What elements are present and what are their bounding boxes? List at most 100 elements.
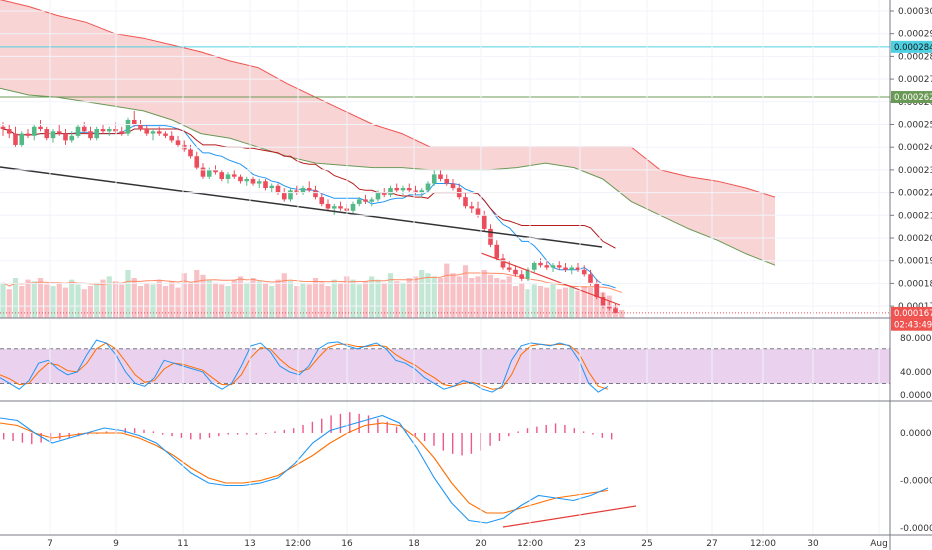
volume-bar <box>431 276 437 318</box>
candle-body <box>544 265 550 268</box>
volume-bar <box>525 289 531 318</box>
macd-histogram-bar <box>3 433 5 440</box>
candle-body <box>19 133 25 145</box>
volume-bar <box>244 282 250 318</box>
x-axis-label: 27 <box>706 539 717 549</box>
volume-bar <box>444 263 450 318</box>
macd-histogram-bar <box>143 429 145 433</box>
stochastic-pane <box>0 339 890 393</box>
price-tick-label: 0.0003000 <box>898 7 932 17</box>
candle-body <box>263 181 268 189</box>
candle-body <box>31 126 37 136</box>
volume-bar <box>469 278 475 318</box>
candle-body <box>256 181 262 184</box>
macd-histogram-bar <box>218 433 220 437</box>
stoch-tick-label: 0.0000 <box>900 391 932 401</box>
candle-body <box>400 188 406 191</box>
volume-bar <box>419 270 425 318</box>
stoch-tick-label: 80.0000 <box>900 334 932 344</box>
x-axis-label: 25 <box>641 539 652 549</box>
volume-bar <box>475 276 481 318</box>
candle-body <box>219 172 225 179</box>
volume-bar <box>575 290 581 318</box>
volume-bar <box>356 284 362 318</box>
x-axis-label: 11 <box>177 539 188 549</box>
candle-body <box>175 140 181 145</box>
candle-body <box>388 188 393 195</box>
volume-bar <box>56 282 62 318</box>
price-tick-label: 0.0002500 <box>898 121 932 131</box>
senkou-span-a <box>0 0 776 198</box>
candle-body <box>475 208 481 216</box>
candle-body <box>150 131 156 134</box>
candle-body <box>563 267 568 270</box>
candle-body <box>606 306 612 309</box>
candle-body <box>525 269 531 279</box>
base-line <box>2 128 616 249</box>
volume-bar <box>412 276 419 318</box>
volume-bar <box>200 274 206 318</box>
volume-bar <box>6 289 12 318</box>
volume-bar <box>450 273 456 318</box>
candle-body <box>13 133 18 145</box>
x-axis-label: 20 <box>475 539 487 549</box>
volume-bar <box>87 286 94 318</box>
candle-body <box>94 129 100 139</box>
volume-bar <box>50 286 56 318</box>
volume-bar <box>406 278 412 318</box>
volume-bar <box>500 279 506 318</box>
macd-histogram-bar <box>611 433 613 440</box>
candle-body <box>294 190 300 193</box>
volume-bar <box>144 282 150 318</box>
volume-bar <box>62 287 69 318</box>
volume-bar <box>206 279 212 318</box>
candle-body <box>488 228 493 245</box>
candle-body <box>225 174 231 179</box>
x-axis-label: 12:00 <box>285 539 311 549</box>
candle-body <box>281 192 287 200</box>
macd-histogram-bar <box>601 433 604 438</box>
macd-histogram-bar <box>321 418 323 433</box>
volume-bar <box>519 282 525 318</box>
candle-body <box>119 131 125 134</box>
macd-histogram-bar <box>105 431 108 433</box>
volume-bar <box>556 289 562 318</box>
candle-body <box>338 206 343 209</box>
candle-body <box>413 190 418 193</box>
candle-body <box>56 131 62 134</box>
candle-body <box>613 308 618 313</box>
macd-tick-label: -0.0000 <box>900 524 932 534</box>
macd-histogram-bar <box>573 428 575 433</box>
macd-histogram-bar <box>489 433 491 446</box>
candle-body <box>394 188 400 191</box>
volume-bar <box>175 287 181 318</box>
volume-bar <box>150 284 156 318</box>
senkou-span-b <box>0 87 776 266</box>
candle-body <box>469 206 475 209</box>
macd-histogram-bar <box>12 433 14 441</box>
volume-bar <box>512 286 519 318</box>
candle-body <box>206 169 212 177</box>
volume-bar <box>219 284 225 318</box>
macd-histogram-bar <box>302 425 304 433</box>
volume-bar <box>106 276 112 318</box>
candle-body <box>431 174 437 184</box>
volume-bar <box>81 289 87 318</box>
macd-histogram-bar <box>526 428 529 433</box>
macd-histogram-bar <box>349 412 351 433</box>
macd-histogram-bar <box>133 428 136 433</box>
macd-histogram-bar <box>87 433 89 435</box>
candle-body <box>419 190 425 193</box>
candle-body <box>244 178 250 182</box>
macd-histogram-bar <box>367 415 370 433</box>
candle-body <box>275 185 281 193</box>
macd-histogram-bar <box>190 433 192 440</box>
candle-body <box>238 176 243 182</box>
candle-body <box>300 188 306 193</box>
candle-body <box>600 297 606 307</box>
volume-bar <box>250 278 256 318</box>
price-tick-label: 0.0002100 <box>898 211 932 221</box>
volume-bar <box>462 265 469 318</box>
candle-body <box>363 199 368 202</box>
volume-bar <box>94 282 100 318</box>
